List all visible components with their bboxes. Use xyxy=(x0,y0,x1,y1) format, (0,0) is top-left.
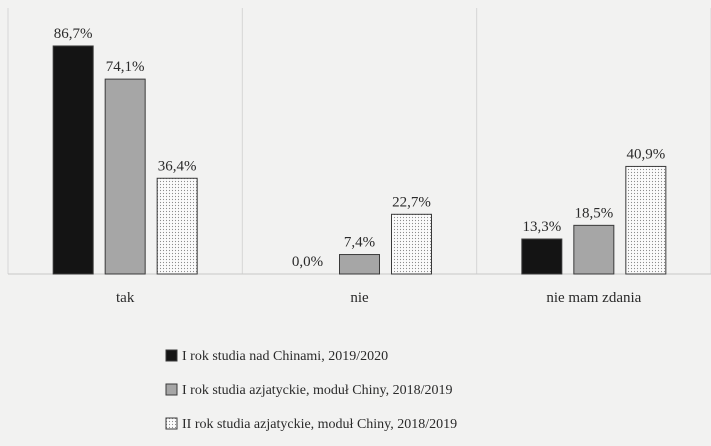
bar xyxy=(52,45,94,275)
x-tick-label: nie xyxy=(350,290,369,306)
data-label: 0,0% xyxy=(292,254,323,270)
data-label: 18,5% xyxy=(574,205,613,221)
data-label: 22,7% xyxy=(392,194,431,210)
legend-swatch xyxy=(165,349,178,362)
data-label: 86,7% xyxy=(54,26,93,42)
data-label: 13,3% xyxy=(522,219,561,235)
data-label: 74,1% xyxy=(106,59,145,75)
legend-swatch xyxy=(165,417,178,430)
bar xyxy=(521,238,563,275)
bar xyxy=(156,177,198,275)
data-label: 40,9% xyxy=(626,146,665,162)
legend-label: I rok studia nad Chinami, 2019/2020 xyxy=(182,349,388,364)
bar xyxy=(625,165,667,275)
x-tick-label: nie mam zdania xyxy=(546,290,641,306)
bar xyxy=(104,78,146,275)
data-label: 7,4% xyxy=(344,235,375,251)
legend: I rok studia nad Chinami, 2019/2020 I rok… xyxy=(165,349,457,432)
plot-area: 86,7% 74,1% 36,4% tak 0,0% 7,4% 22,7% nie 13,3% 1… xyxy=(7,8,711,306)
legend-label: II rok studia azjatyckie, moduł Chiny, 2… xyxy=(182,417,457,432)
data-label: 36,4% xyxy=(158,158,197,174)
bar xyxy=(391,213,432,275)
bar xyxy=(339,254,380,275)
bar xyxy=(573,224,615,275)
legend-swatch xyxy=(165,383,178,396)
legend-label: I rok studia azjatyckie, moduł Chiny, 20… xyxy=(182,383,453,398)
x-tick-label: tak xyxy=(116,290,135,306)
